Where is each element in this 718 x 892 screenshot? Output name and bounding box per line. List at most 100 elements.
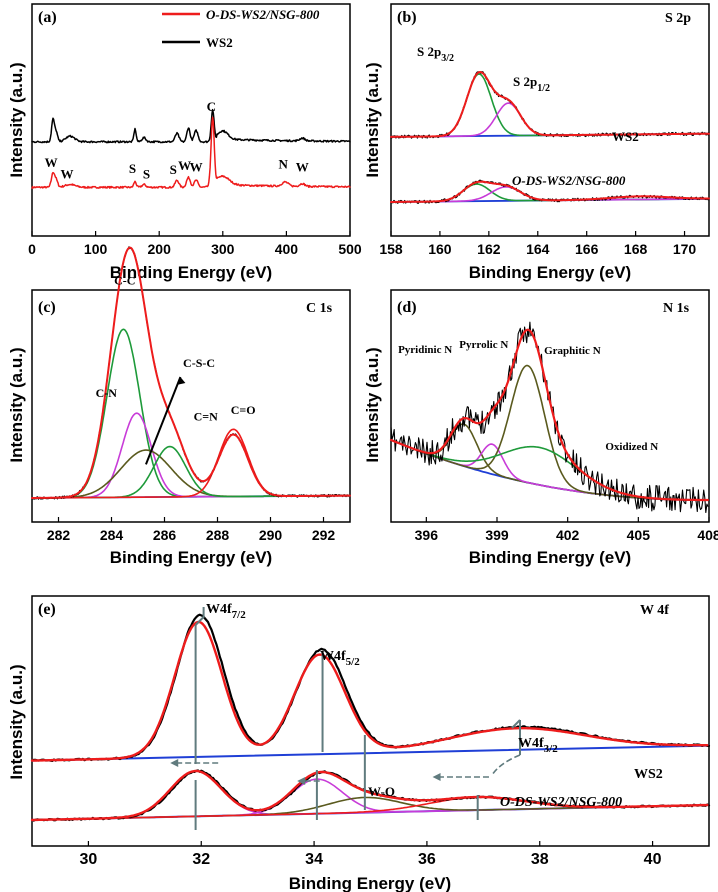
peak-label-w4f72: W4f7/2	[206, 602, 246, 621]
survey-line-composite	[31, 116, 351, 189]
peak-label-wo: W-O	[368, 784, 395, 799]
panel-e-ylabel: Intensity (a.u.)	[7, 664, 26, 779]
panel-c-curves	[31, 246, 351, 500]
x-tick-label: 32	[192, 851, 210, 868]
survey-peak-label: W	[60, 166, 73, 181]
panel-c-frame	[31, 289, 351, 523]
x-tick-label: 408	[697, 527, 718, 543]
component-peak-line	[390, 102, 709, 138]
panel-e-xlabel: Binding Energy (eV)	[289, 874, 451, 892]
panel-a-xlabel: Binding Energy (eV)	[110, 263, 272, 282]
sample-label-composite-e: O-DS-WS2/NSG-800	[500, 795, 622, 810]
arrow-line	[145, 376, 182, 465]
raw-spectrum-line	[31, 246, 351, 500]
x-tick-label: 284	[100, 527, 124, 543]
panel-c-ylabel: Intensity (a.u.)	[7, 347, 26, 462]
x-tick-label: 396	[415, 527, 439, 543]
panel-a-x-ticks: 0 100 200 300 400 500	[28, 231, 362, 257]
shift-arrow-head	[170, 759, 179, 767]
shift-guide-line	[194, 607, 205, 626]
legend-entry-composite: O-DS-WS2/NSG-800	[206, 7, 320, 22]
panel-e-frame	[31, 595, 710, 847]
survey-peak-label: W	[296, 159, 309, 174]
panel-c-core-level: C 1s	[306, 301, 333, 316]
x-tick-label: 162	[477, 241, 501, 257]
survey-peak-label: W	[45, 155, 58, 170]
x-tick-label: 100	[84, 241, 108, 257]
x-tick-label: 400	[275, 241, 299, 257]
fit-envelope-line	[389, 328, 709, 502]
x-tick-label: 290	[259, 527, 283, 543]
x-tick-label: 286	[153, 527, 177, 543]
panel-c-x-ticks: 282 284 286 288 290 292	[47, 517, 336, 543]
x-tick-label: 40	[644, 851, 662, 868]
x-tick-label: 170	[673, 241, 697, 257]
x-tick-label: 168	[624, 241, 648, 257]
fit-envelope-line	[31, 246, 351, 499]
component-label: C-N	[96, 386, 118, 400]
sample-label-composite-b: O-DS-WS2/NSG-800	[512, 173, 626, 188]
panel-d-xlabel: Binding Energy (eV)	[469, 548, 631, 567]
component-peak-line	[31, 412, 350, 499]
panel-b-curves	[390, 71, 710, 204]
panel-e: (e) W 4f W4f7/2 W4f5/2 W4f3/2 W-O WS2 O-…	[7, 595, 711, 892]
x-tick-label: 160	[428, 241, 452, 257]
baseline-line	[31, 744, 710, 762]
legend-entry-ws2: WS2	[206, 35, 233, 50]
panel-d-x-ticks: 396 399 402 405 408	[415, 517, 718, 543]
shift-arrow-head	[297, 777, 306, 785]
survey-peak-label: W	[178, 158, 191, 173]
panel-b: (b) S 2p S 2p3/2 S 2p1/2 WS2 O-DS-WS2/NS…	[363, 3, 710, 282]
x-tick-label: 38	[531, 851, 549, 868]
survey-line-ws2	[31, 108, 351, 144]
panel-e-label: (e)	[38, 601, 56, 618]
component-label: C-C	[114, 274, 135, 288]
x-tick-label: 282	[47, 527, 71, 543]
component-label: Graphitic N	[544, 345, 601, 357]
peak-label-w4f52: W4f5/2	[320, 649, 360, 668]
survey-peak-label: C	[207, 99, 216, 114]
peak-label-s2p12: S 2p1/2	[513, 74, 550, 94]
panel-c-component-labels: C-C C-N C-S-C C=N C=O	[96, 274, 256, 465]
component-peak-line	[31, 328, 350, 499]
component-label: Pyridinic N	[398, 344, 452, 356]
x-tick-label: 34	[305, 851, 323, 868]
panel-d-core-level: N 1s	[663, 301, 690, 316]
panel-e-core-level: W 4f	[640, 603, 669, 618]
component-label: Pyrrolic N	[459, 339, 508, 351]
panel-c: (c) C 1s C-CC-NC-S-CC=N C=O 282 284 286 288 2…	[7, 246, 351, 567]
panel-d-frame	[390, 289, 710, 523]
x-tick-label: 500	[338, 241, 362, 257]
fit-envelope-line	[30, 769, 709, 822]
peak-label-w4f32: W4f3/2	[518, 736, 558, 755]
shift-arrow-line	[491, 754, 521, 776]
panel-c-xlabel: Binding Energy (eV)	[110, 548, 272, 567]
component-label: C=O	[231, 403, 256, 417]
panel-b-core-level: S 2p	[665, 11, 691, 26]
shift-guide-line	[511, 719, 521, 729]
x-tick-label: 402	[556, 527, 580, 543]
peak-label-s2p32: S 2p3/2	[417, 44, 454, 64]
survey-peak-label: N	[279, 157, 289, 172]
x-tick-label: 0	[28, 241, 36, 257]
panel-d-component-labels: Pyridinic N Pyrrolic N Graphitic N Oxidized…	[398, 339, 658, 453]
arrow-head	[176, 377, 186, 386]
fit-envelope-line	[390, 71, 710, 138]
panel-b-ylabel: Intensity (a.u.)	[363, 62, 382, 177]
survey-peak-label: S	[170, 162, 177, 177]
panel-a-frame	[31, 3, 351, 237]
x-tick-label: 158	[379, 241, 403, 257]
panel-e-curves	[30, 613, 711, 822]
x-tick-label: 292	[312, 527, 336, 543]
panel-b-frame	[390, 3, 710, 237]
x-tick-label: 164	[526, 241, 550, 257]
survey-peak-label: S	[143, 166, 150, 181]
survey-peak-label: S	[129, 161, 136, 176]
panel-d: (d) N 1s Pyridinic N Pyrrolic N Graphitic …	[363, 289, 718, 567]
x-tick-label: 288	[206, 527, 230, 543]
panel-b-label: (b)	[397, 9, 417, 26]
x-tick-label: 399	[485, 527, 509, 543]
component-peak-line	[390, 364, 709, 501]
